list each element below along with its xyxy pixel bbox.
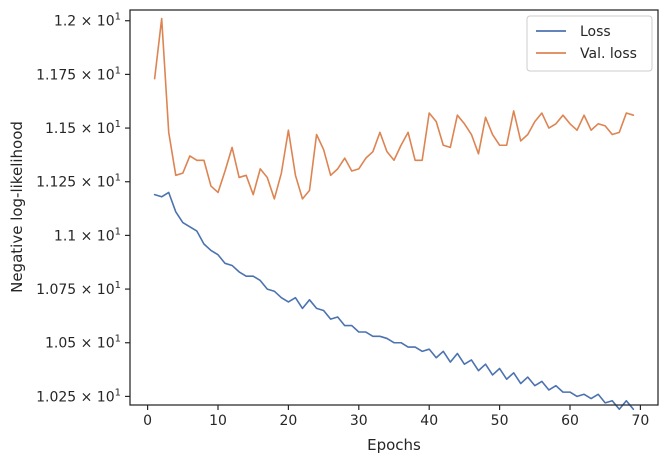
series-line-1 — [153, 17, 635, 200]
y-tick-label: 1.15 × 101 — [45, 119, 121, 137]
x-tick-label: 10 — [209, 413, 227, 429]
legend-label-1: Val. loss — [580, 46, 637, 62]
legend-box — [526, 15, 653, 72]
x-tick-label: 20 — [279, 413, 297, 429]
y-axis: 1.025 × 101 1.05 × 101 1.075 × 101 1.1 × 10… — [36, 12, 130, 405]
x-axis-label: Epochs — [367, 436, 421, 454]
y-tick-label: 1.175 × 101 — [36, 65, 121, 83]
x-tick-label: 40 — [420, 413, 438, 429]
series-lines — [153, 17, 635, 411]
y-tick-label: 1.2 × 101 — [54, 12, 121, 30]
x-tick-label: 50 — [491, 413, 509, 429]
x-tick-label: 70 — [631, 413, 649, 429]
x-tick-label: 60 — [561, 413, 579, 429]
plot-frame — [129, 9, 659, 406]
series-line-0 — [153, 191, 635, 411]
y-tick-label: 1.1 × 101 — [54, 226, 121, 244]
x-tick-label: 0 — [143, 413, 152, 429]
legend: Loss Val. loss — [526, 15, 653, 72]
x-tick-label: 30 — [350, 413, 368, 429]
x-axis: 0 10 20 30 40 50 60 70 — [143, 405, 649, 429]
y-tick-label: 1.075 × 101 — [36, 280, 121, 298]
y-tick-label: 1.05 × 101 — [45, 334, 121, 352]
y-axis-label: Negative log-likelihood — [8, 121, 26, 293]
y-tick-label: 1.125 × 101 — [36, 173, 121, 191]
legend-label-0: Loss — [580, 24, 611, 40]
y-tick-label: 1.025 × 101 — [36, 387, 121, 405]
